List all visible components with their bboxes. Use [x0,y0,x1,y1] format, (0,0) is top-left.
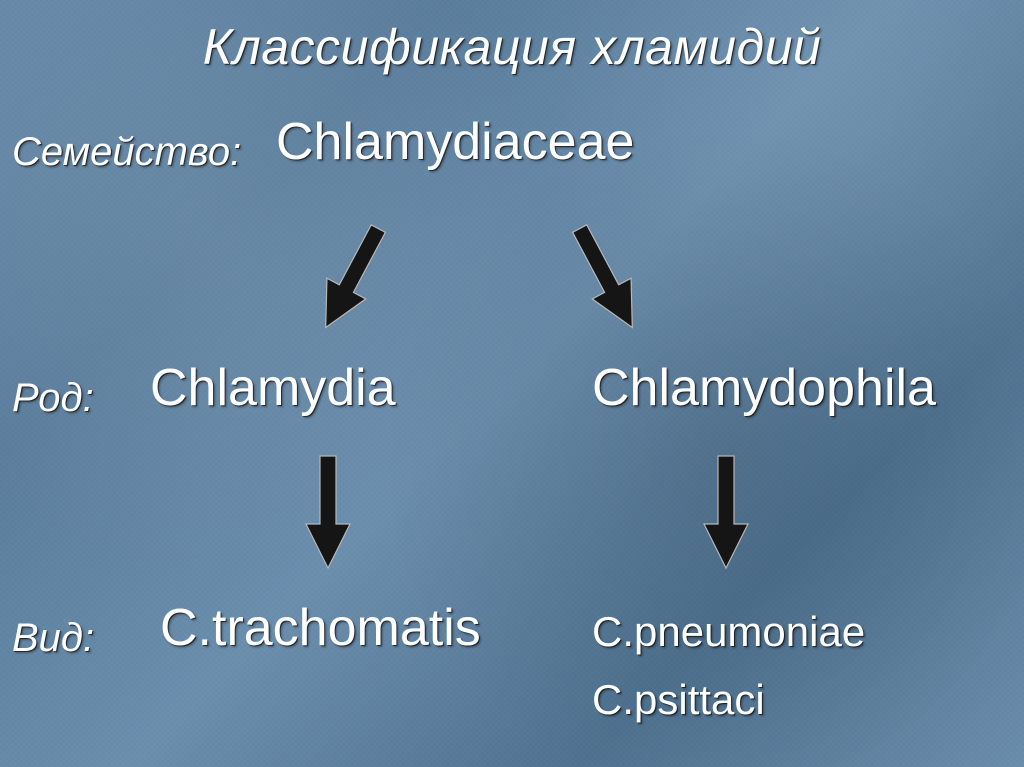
arrow-icon [700,452,752,572]
family-value: Chlamydiaceae [276,112,634,172]
species-label: Вид: [12,616,94,661]
arrow-icon [302,452,354,572]
arrow-icon [301,213,403,343]
family-label: Семейство: [12,130,241,175]
slide: Классификация хламидий Семейство: Chlamy… [0,0,1024,767]
species-right-2: C.psittaci [592,676,765,724]
species-left: C.trachomatis [160,598,481,658]
genus-label: Род: [12,376,94,421]
slide-title: Классификация хламидий [0,18,1024,76]
genus-left: Chlamydia [150,358,396,418]
genus-right: Chlamydophila [592,358,936,418]
species-right-1: C.pneumoniae [592,608,865,656]
arrow-icon [555,213,657,343]
